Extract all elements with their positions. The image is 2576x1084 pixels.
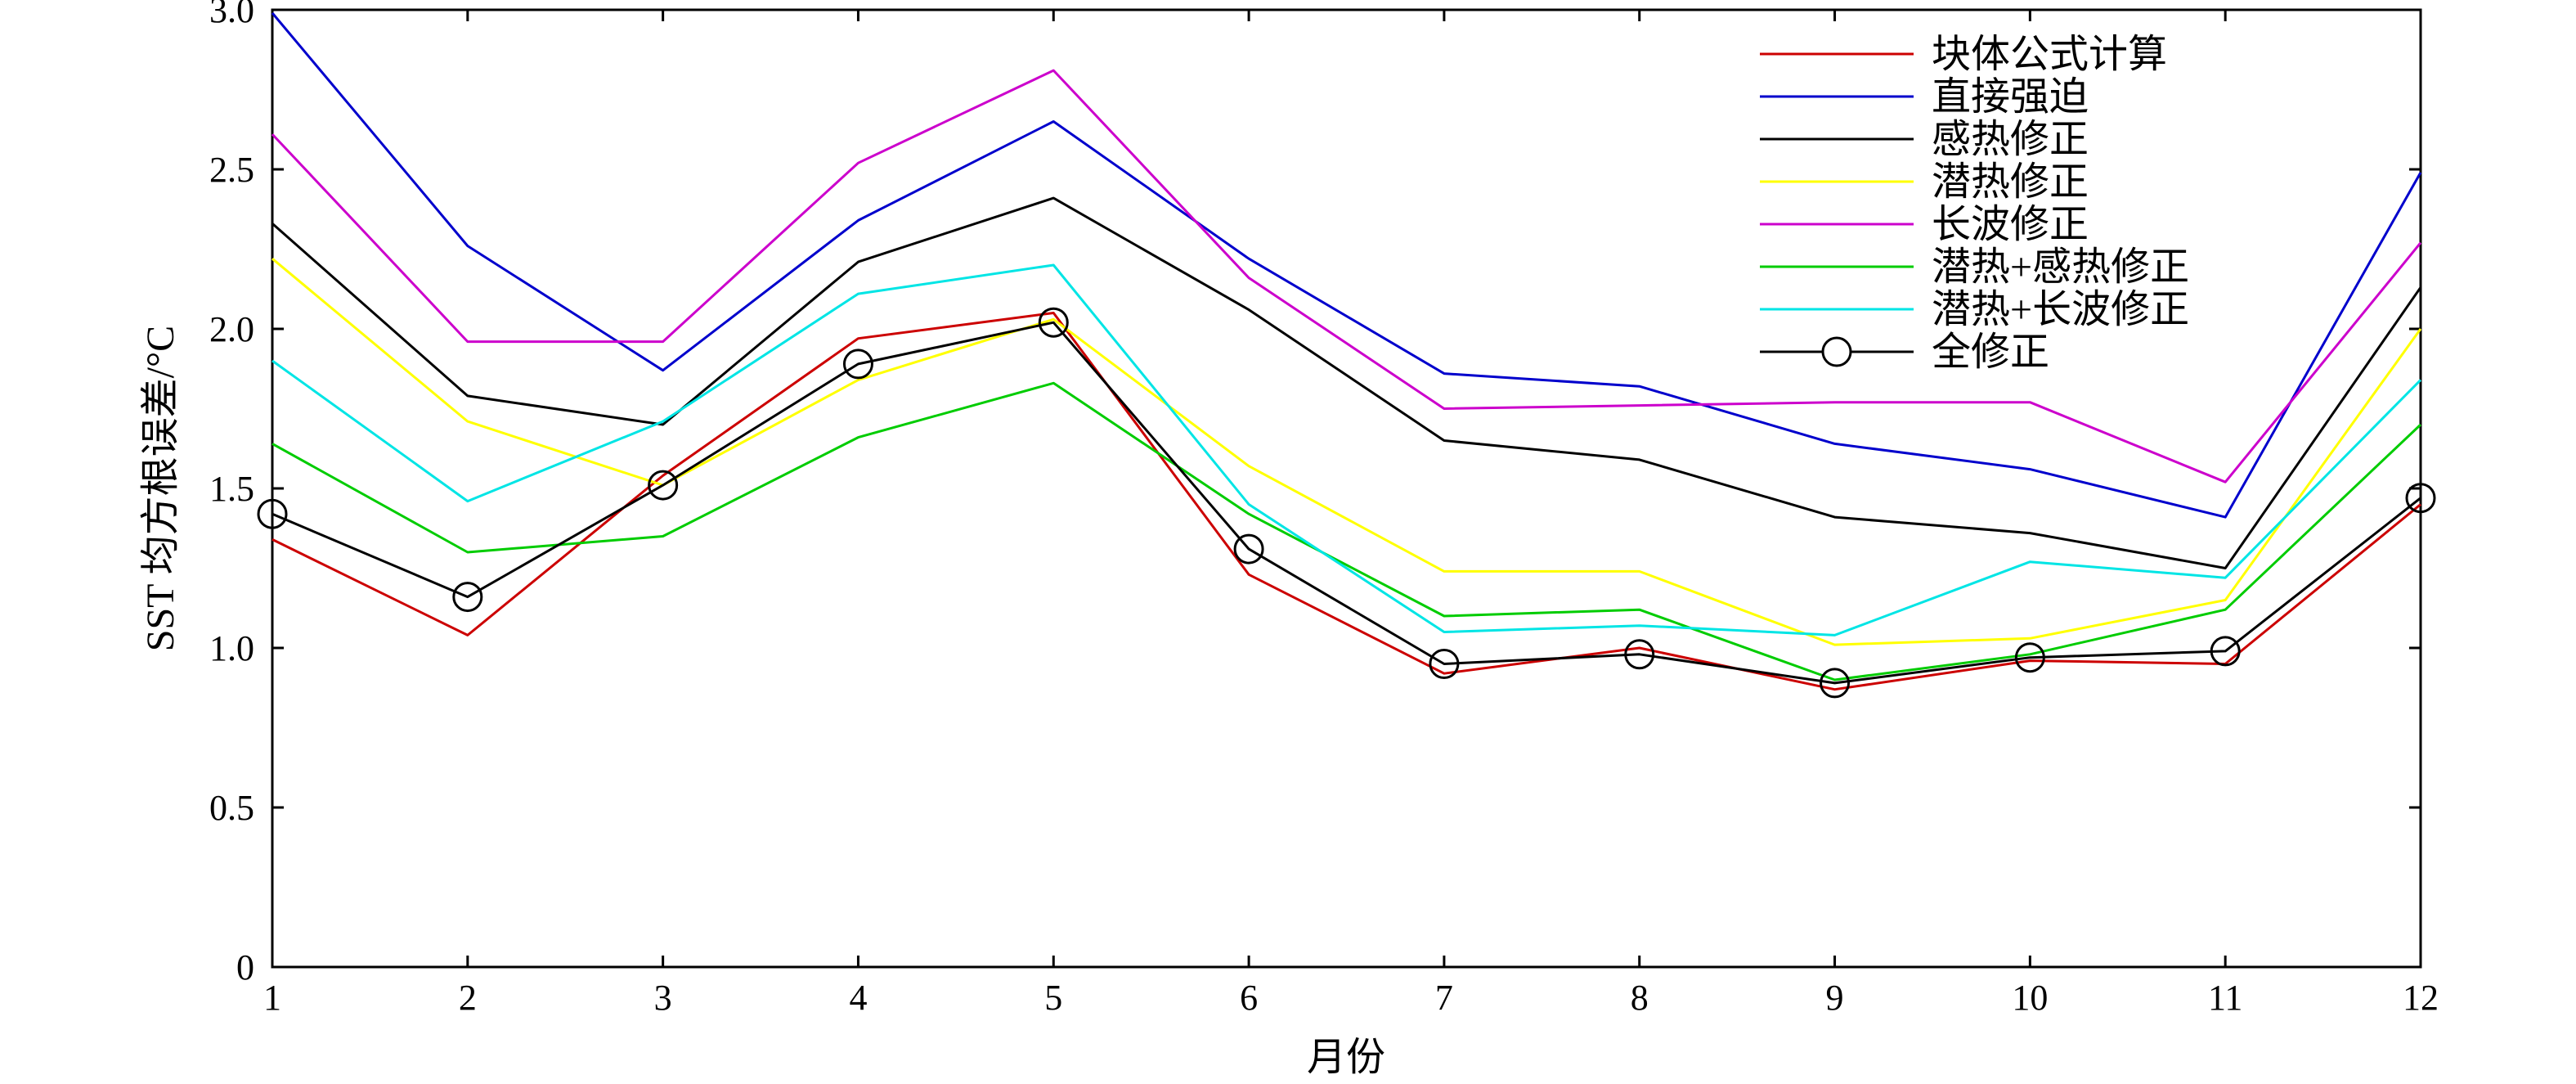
x-tick-label: 11 [2208, 978, 2242, 1018]
legend-label: 潜热+感热修正 [1932, 245, 2189, 289]
y-tick-label: 3.0 [209, 0, 254, 30]
legend-item: 潜热+感热修正 [1760, 245, 2189, 289]
series-1 [272, 312, 2421, 691]
x-tick-label: 8 [1631, 978, 1649, 1018]
series-5 [271, 69, 2422, 484]
legend-label: 直接强迫 [1932, 75, 2089, 119]
y-tick-label: 1.5 [209, 469, 254, 509]
series-line [272, 321, 2421, 685]
legend-label: 长波修正 [1932, 203, 2089, 246]
series-line [271, 11, 2422, 519]
x-tick-label: 2 [459, 978, 477, 1018]
legend-item: 潜热+长波修正 [1760, 288, 2189, 331]
x-tick-label: 12 [2403, 978, 2439, 1018]
y-tick-label: 1.0 [209, 628, 254, 668]
plot-frame [271, 8, 2422, 969]
data-point [1233, 533, 1264, 564]
data-point [842, 349, 873, 380]
series-7 [272, 263, 2422, 636]
series-4 [272, 258, 2422, 646]
legend-item: 全修正 [1760, 331, 2049, 374]
data-point [2014, 642, 2045, 673]
legend-label: 潜热修正 [1932, 160, 2089, 204]
x-tick-label: 4 [849, 978, 867, 1018]
legend-item: 潜热修正 [1760, 160, 2089, 204]
data-point [2405, 483, 2436, 514]
x-tick-label: 5 [1044, 978, 1062, 1018]
series-8 [257, 307, 2436, 699]
data-point [1038, 307, 1069, 338]
legend-item: 长波修正 [1760, 203, 2089, 246]
legend-label: 感热修正 [1932, 118, 2089, 161]
data-point [1429, 649, 1460, 679]
data-point [452, 582, 483, 613]
series-layer [257, 11, 2436, 699]
series-2 [271, 11, 2422, 519]
series-line [272, 258, 2422, 646]
x-tick-label: 10 [2012, 978, 2048, 1018]
series-3 [272, 196, 2422, 569]
x-tick-label: 3 [654, 978, 672, 1018]
data-point [1624, 639, 1655, 670]
series-6 [272, 381, 2422, 681]
x-tick-label: 1 [263, 978, 281, 1018]
series-line [272, 381, 2422, 681]
series-line [272, 196, 2422, 569]
data-point [2210, 636, 2241, 667]
data-point [648, 470, 679, 501]
y-tick-label: 0 [236, 947, 254, 987]
x-tick-label: 7 [1435, 978, 1453, 1018]
x-tick-label: 9 [1826, 978, 1844, 1018]
y-tick-label: 2.0 [209, 309, 254, 349]
data-point [1820, 668, 1851, 699]
legend-item: 块体公式计算 [1760, 33, 2167, 76]
y-tick-label: 0.5 [209, 788, 254, 828]
series-line [272, 263, 2422, 636]
y-axis-title: SST 均方根误差/°C [139, 326, 182, 651]
data-point [257, 498, 288, 529]
legend-label: 块体公式计算 [1932, 33, 2167, 76]
x-axis-title: 月份 [1307, 1036, 1385, 1079]
legend-item: 直接强迫 [1760, 75, 2089, 119]
series-line [271, 69, 2422, 484]
legend-item: 感热修正 [1760, 118, 2089, 161]
x-tick-label: 6 [1240, 978, 1258, 1018]
series-line [272, 312, 2421, 691]
legend-label: 全修正 [1932, 331, 2049, 374]
y-tick-label: 2.5 [209, 150, 254, 190]
legend-marker [1821, 336, 1852, 367]
legend-label: 潜热+长波修正 [1932, 288, 2189, 331]
